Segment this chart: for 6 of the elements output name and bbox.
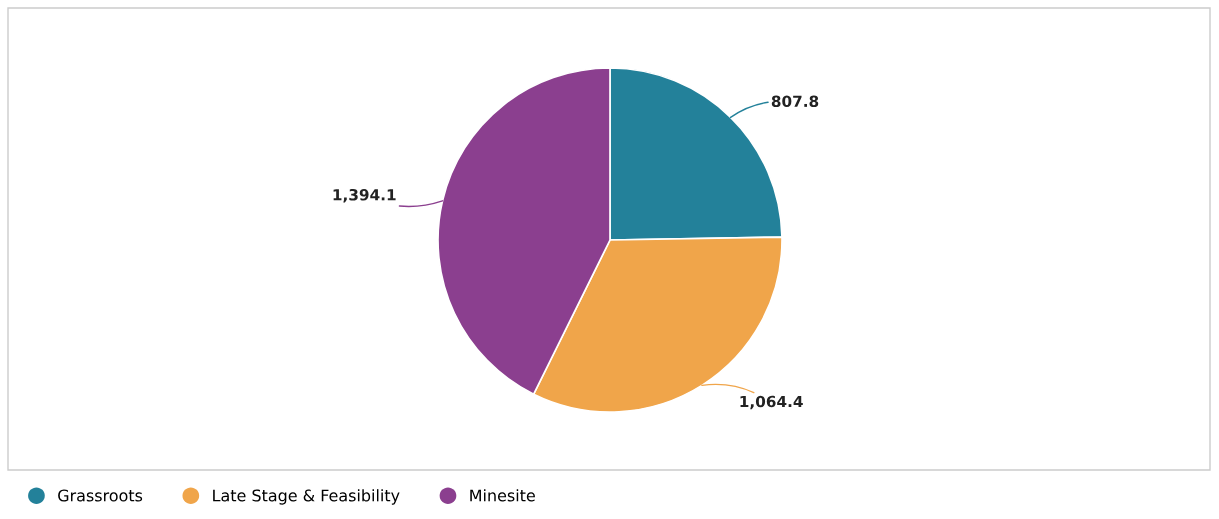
data-label: 1,394.1 <box>333 188 396 203</box>
data-label: 807.8 <box>771 95 819 108</box>
legend-label: Late Stage & Feasibility <box>213 489 400 505</box>
legend-label: Minesite <box>470 489 535 502</box>
legend-label: Grassroots <box>58 489 143 502</box>
data-label: 1,064.4 <box>740 395 803 410</box>
